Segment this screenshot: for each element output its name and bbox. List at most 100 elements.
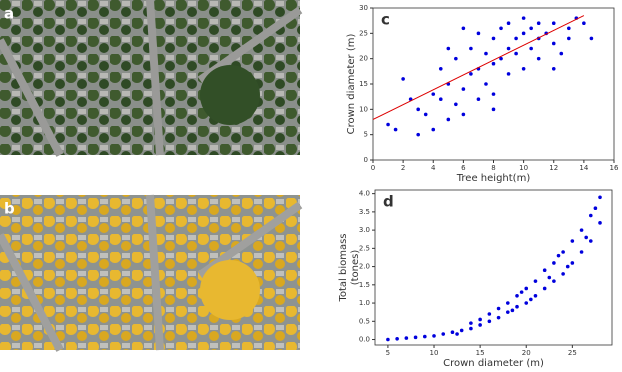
y-axis-label: Crown diameter (m) [346, 34, 357, 135]
point [567, 26, 571, 31]
y-tick-label: 2.0 [359, 263, 370, 271]
point [469, 46, 473, 51]
aerial-image [0, 0, 303, 157]
y-tick-label: 3.5 [359, 208, 370, 216]
y-tick-label: 2.5 [359, 244, 370, 252]
y-tick-label: 0 [364, 156, 368, 164]
point [469, 326, 473, 331]
point [561, 250, 565, 254]
point [536, 21, 541, 26]
point [416, 107, 420, 112]
point [515, 304, 519, 309]
y-tick-label: 1.5 [359, 281, 370, 289]
point [478, 323, 482, 327]
x-tick-label: 2 [401, 164, 405, 172]
point [484, 82, 488, 86]
point [461, 112, 466, 117]
point [496, 315, 501, 320]
point [459, 328, 464, 333]
plot-frame [374, 189, 613, 346]
point [496, 306, 501, 311]
point [454, 56, 458, 61]
panel-label: a [4, 5, 14, 23]
x-tick-label: 0 [371, 164, 375, 172]
y-tick-label: 4.0 [359, 190, 370, 198]
y-tick-label: 5 [364, 131, 368, 139]
y-tick-label: 3.0 [359, 226, 370, 234]
x-tick-label: 14 [579, 164, 588, 172]
point [404, 336, 409, 340]
point [461, 26, 466, 31]
y-axis-label: (tones) [350, 250, 361, 286]
y-tick-label: 0.0 [359, 336, 370, 344]
point [598, 221, 602, 225]
y-tick-label: 0.5 [359, 317, 370, 325]
point [393, 127, 398, 132]
point [413, 335, 418, 340]
point [484, 51, 488, 56]
point [582, 21, 586, 26]
point [579, 228, 584, 232]
y-tick-label: 15 [359, 80, 368, 88]
point [491, 107, 496, 112]
point [487, 312, 492, 316]
point [521, 16, 526, 20]
point [431, 127, 436, 132]
point [491, 92, 496, 96]
point [505, 301, 510, 305]
x-axis-label: Crown diameter (m) [443, 358, 544, 369]
x-tick-label: 12 [549, 164, 558, 172]
x-axis-label: Tree height(m) [456, 173, 531, 184]
point [552, 279, 556, 283]
point [579, 250, 584, 254]
point [529, 26, 533, 31]
point [423, 112, 428, 117]
point [469, 321, 473, 325]
point [529, 46, 533, 51]
point [584, 235, 588, 240]
point [561, 272, 565, 276]
point [552, 261, 556, 265]
point [499, 56, 503, 61]
point [529, 297, 533, 302]
point [524, 301, 529, 305]
point [510, 308, 515, 313]
point [432, 334, 436, 338]
point [491, 61, 496, 66]
point [438, 67, 443, 71]
point [536, 56, 541, 61]
panel-label: b [4, 200, 15, 218]
x-tick-label: 6 [461, 164, 466, 172]
point [521, 67, 526, 71]
point [547, 275, 552, 280]
point [476, 31, 481, 36]
point [524, 286, 529, 291]
panel-label: d [383, 193, 394, 211]
point [499, 26, 503, 31]
point [386, 122, 390, 127]
panel-label: c [381, 11, 390, 29]
plot-frame [372, 7, 615, 161]
point [461, 87, 466, 91]
point [542, 268, 547, 273]
point [533, 279, 538, 283]
point [542, 286, 547, 291]
point [478, 317, 482, 322]
point [588, 239, 593, 243]
point [556, 253, 561, 258]
point [570, 239, 575, 243]
point [514, 51, 518, 56]
point [416, 132, 420, 137]
point [401, 77, 405, 81]
point [519, 290, 524, 294]
point [565, 264, 570, 269]
y-tick-label: 25 [359, 29, 368, 37]
point [438, 97, 443, 101]
point [431, 92, 436, 96]
point [505, 310, 510, 314]
x-tick-label: 25 [568, 349, 577, 357]
point [588, 213, 593, 218]
point [446, 46, 451, 51]
point [446, 117, 451, 122]
